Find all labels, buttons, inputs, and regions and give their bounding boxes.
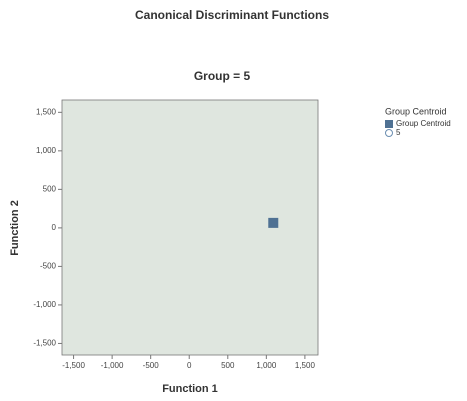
x-tick-label: 1,000	[256, 361, 277, 370]
x-tick-label: -1,500	[62, 361, 85, 370]
x-tick-label: 0	[187, 361, 192, 370]
x-tick-label: 1,500	[295, 361, 316, 370]
y-axis-label: Function 2	[9, 200, 21, 256]
chart-subtitle: Group = 5	[194, 69, 251, 83]
y-tick-label: -1,500	[33, 339, 56, 348]
x-tick-label: 500	[221, 361, 235, 370]
y-tick-label: 1,000	[36, 146, 57, 155]
legend-marker	[385, 120, 393, 128]
chart-title: Canonical Discriminant Functions	[135, 8, 329, 22]
legend-title: Group Centroid	[385, 106, 447, 116]
legend-label: Group Centroid	[396, 119, 451, 128]
legend-marker	[385, 129, 393, 137]
y-tick-label: -1,000	[33, 300, 56, 309]
x-tick-label: -500	[143, 361, 160, 370]
y-tick-label: 1,500	[36, 107, 57, 116]
point	[268, 217, 279, 228]
plot-area	[61, 99, 319, 356]
y-tick-label: -500	[40, 262, 57, 271]
y-tick-label: 500	[43, 184, 57, 193]
y-tick-label: 0	[52, 223, 57, 232]
x-tick-label: -1,000	[101, 361, 124, 370]
x-axis-label: Function 1	[162, 383, 218, 395]
legend-label: 5	[396, 128, 401, 137]
